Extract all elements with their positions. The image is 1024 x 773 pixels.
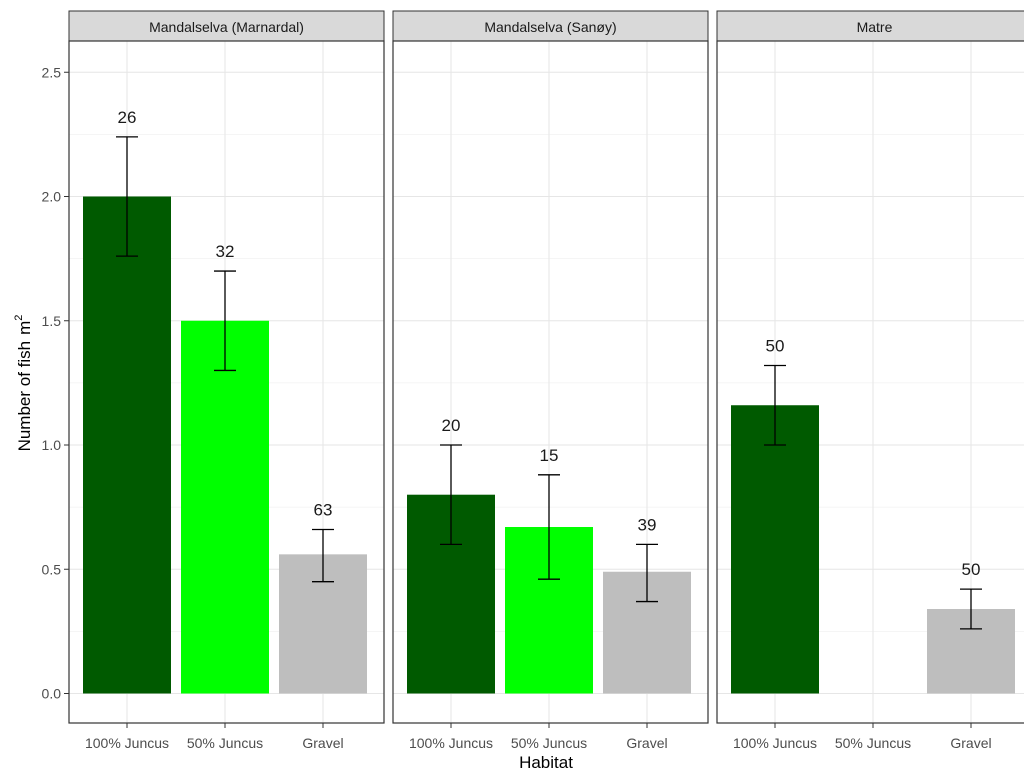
- panel-border: [716, 40, 1024, 724]
- panel: Mandalselva (Sanøy) 20 15 39 100% Juncus 50% …: [392, 10, 709, 751]
- panel-border: [392, 40, 709, 724]
- data-label: 39: [638, 515, 657, 534]
- y-axis: 0.0 0.5 1.0 1.5 2.0 2.5: [42, 64, 69, 702]
- bar: [181, 320, 269, 694]
- y-tick-label: 2.0: [42, 189, 62, 205]
- panel-border: [68, 40, 385, 724]
- data-label: 32: [216, 242, 235, 261]
- x-tick-label: Gravel: [626, 735, 667, 751]
- data-label: 26: [118, 108, 137, 127]
- y-axis-title-unit: m: [15, 321, 34, 335]
- panel-strip: [716, 10, 1024, 42]
- data-label: 50: [766, 336, 785, 355]
- x-tick-label: 100% Juncus: [85, 735, 169, 751]
- x-tick-label: 50% Juncus: [187, 735, 263, 751]
- x-tick-label: 50% Juncus: [835, 735, 911, 751]
- y-tick-label: 1.0: [42, 437, 62, 453]
- panel-strip: [392, 10, 709, 42]
- y-tick-label: 2.5: [42, 64, 62, 80]
- data-label: 50: [962, 560, 981, 579]
- x-tick-label: 100% Juncus: [409, 735, 493, 751]
- panel-title: Mandalselva (Sanøy): [484, 19, 616, 35]
- y-axis-title-superscript: 2: [13, 315, 25, 321]
- panel: Mandalselva (Marnardal) 26 32 63 100% Juncus…: [68, 10, 385, 751]
- panel-title: Matre: [857, 19, 893, 35]
- facet-panels: Mandalselva (Marnardal) 26 32 63 100% Juncus…: [68, 10, 1024, 751]
- x-tick-label: 100% Juncus: [733, 735, 817, 751]
- x-tick-label: 50% Juncus: [511, 735, 587, 751]
- data-label: 63: [314, 500, 333, 519]
- bar: [83, 196, 171, 694]
- x-tick-label: Gravel: [950, 735, 991, 751]
- data-label: 15: [540, 446, 559, 465]
- panel: Matre 50 50 100% Juncus 50% Juncus Gravel: [716, 10, 1024, 751]
- x-tick-label: Gravel: [302, 735, 343, 751]
- y-tick-label: 1.5: [42, 313, 62, 329]
- x-axis-title: Habitat: [519, 753, 573, 772]
- y-axis-title-main: Number of fish: [15, 341, 34, 452]
- y-tick-label: 0.0: [42, 686, 62, 702]
- data-label: 20: [442, 416, 461, 435]
- y-tick-label: 0.5: [42, 561, 62, 577]
- bar: [731, 405, 819, 694]
- panel-title: Mandalselva (Marnardal): [149, 19, 304, 35]
- y-axis-title: Number of fish m2: [13, 315, 34, 452]
